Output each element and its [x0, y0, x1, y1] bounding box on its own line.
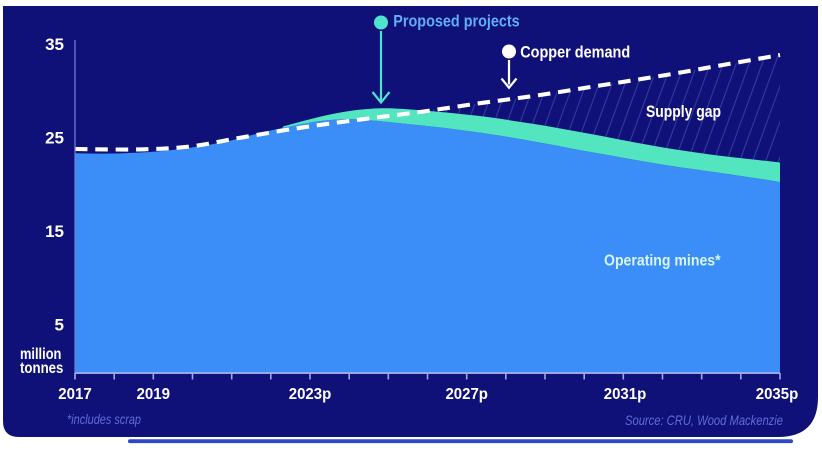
- svg-text:5: 5: [55, 316, 64, 335]
- svg-text:tonnes: tonnes: [20, 360, 63, 377]
- svg-text:2031p: 2031p: [604, 386, 647, 403]
- svg-text:Copper demand: Copper demand: [520, 42, 630, 61]
- svg-text:15: 15: [45, 222, 64, 241]
- svg-text:2035p: 2035p: [756, 386, 799, 403]
- svg-text:Proposed projects: Proposed projects: [393, 11, 519, 30]
- svg-text:35: 35: [45, 35, 64, 54]
- svg-text:25: 25: [45, 129, 64, 148]
- svg-text:2023p: 2023p: [289, 386, 332, 403]
- svg-text:Operating mines*: Operating mines*: [604, 253, 721, 270]
- svg-text:Source: CRU, Wood Mackenzie: Source: CRU, Wood Mackenzie: [625, 412, 783, 428]
- svg-text:*includes scrap: *includes scrap: [67, 411, 141, 427]
- svg-text:2017: 2017: [58, 386, 92, 403]
- svg-text:million: million: [20, 346, 61, 363]
- svg-text:2019: 2019: [137, 386, 171, 403]
- svg-text:Supply gap: Supply gap: [646, 103, 721, 121]
- svg-text:2027p: 2027p: [445, 386, 488, 403]
